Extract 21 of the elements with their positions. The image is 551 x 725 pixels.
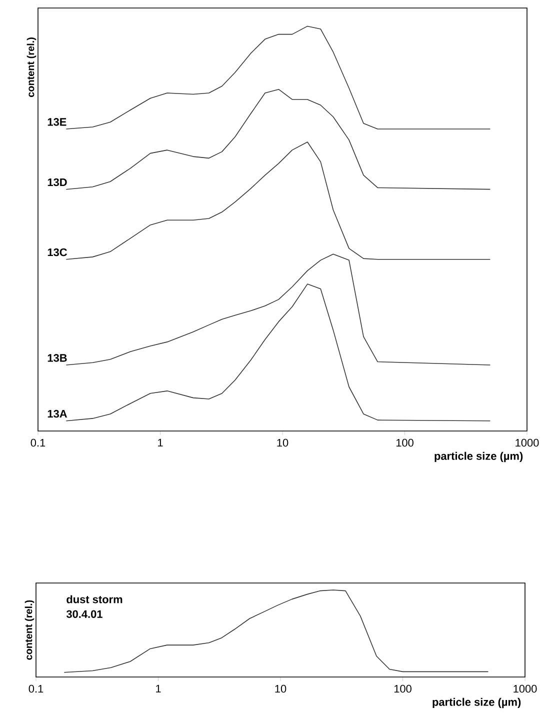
x-tick-label: 10 [275,684,286,693]
series-label: 13B [48,354,67,362]
y-axis-title: content (rel.) [24,600,34,660]
x-tick-label: 0.1 [28,684,44,693]
x-tick-label: 10 [277,438,288,447]
series-label: 13A [48,410,68,418]
x-axis-title: particle size (µm) [434,452,523,462]
annotation: 30.4.01 [66,610,102,618]
x-tick-label: 1 [158,438,163,446]
x-axis-title: particle size (µm) [432,698,521,708]
x-tick-label: 0.1 [30,438,46,447]
annotation: dust storm [66,595,122,604]
x-tick-label: 100 [396,438,414,447]
x-tick-label: 100 [394,684,412,693]
series-label: 13E [48,118,66,126]
series-label: 13D [48,178,67,186]
x-tick-label: 1000 [514,684,537,693]
x-tick-label: 1 [156,684,161,692]
series-label: 13C [48,248,67,256]
y-axis-title: content (rel.) [26,38,36,97]
x-tick-label: 1000 [516,438,539,447]
